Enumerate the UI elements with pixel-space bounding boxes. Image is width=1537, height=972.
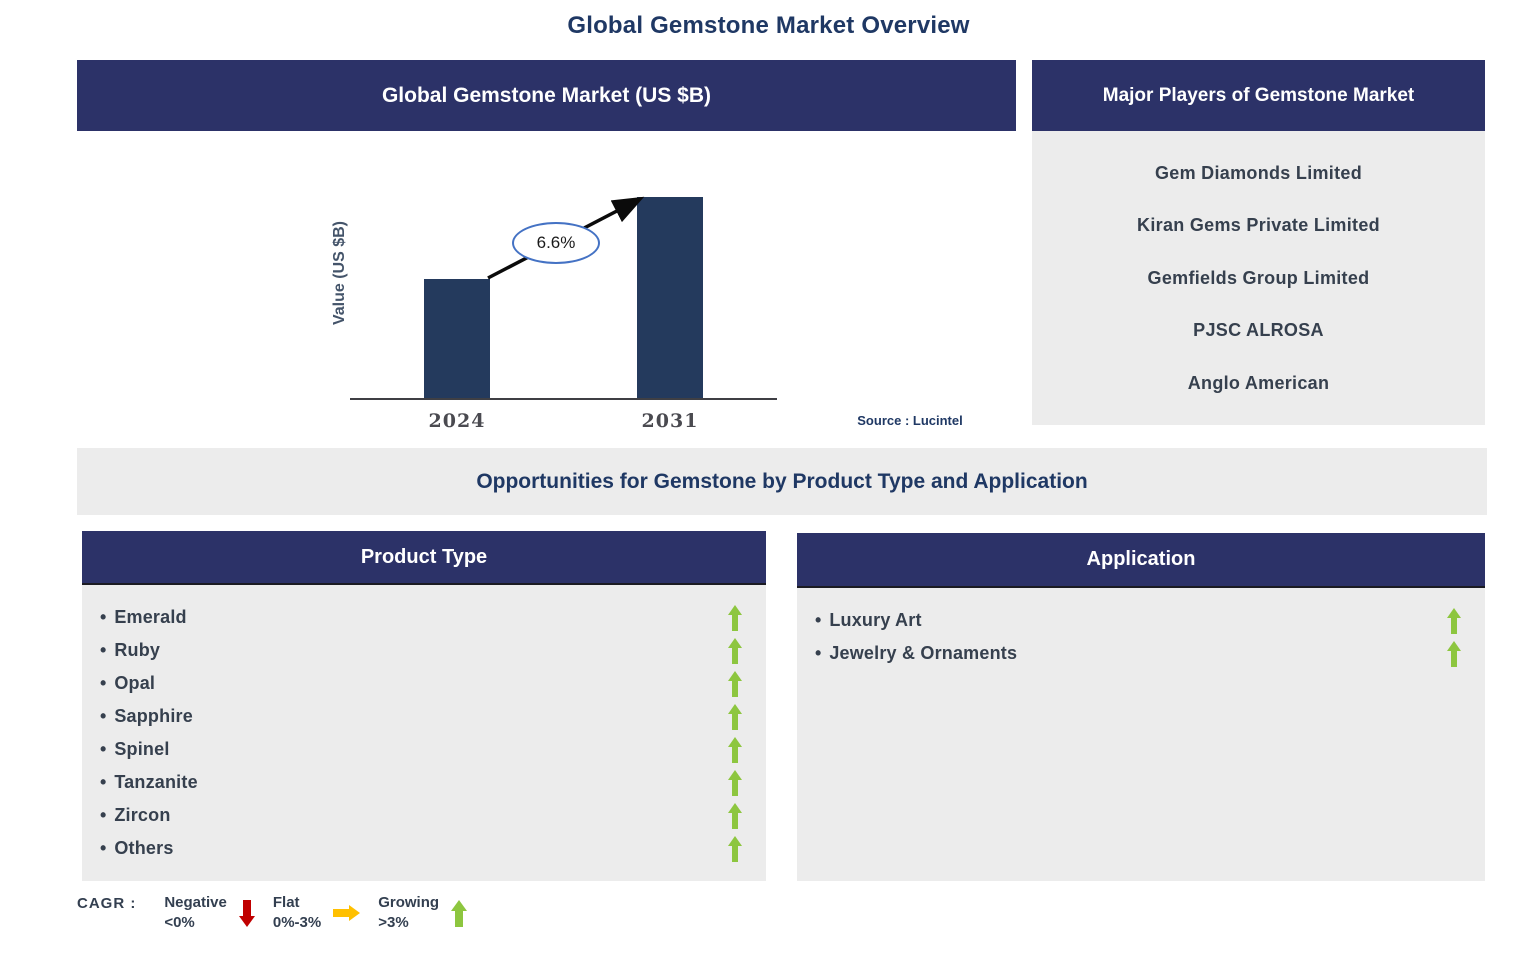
company-name: Gem Diamonds Limited (1154, 162, 1363, 183)
company-name: Gemfields Group Limited (1147, 267, 1370, 288)
bullet-icon: • (100, 838, 107, 858)
x-tick-2024: 2024 (428, 410, 486, 432)
product-type-label: Ruby (114, 640, 161, 660)
application-item: • Jewelry & Ornaments (815, 637, 1461, 670)
cagr-legend-entry: Flat 0%-3% (273, 893, 361, 933)
cagr-legend-text: Negative <0% (164, 893, 227, 933)
growing-up-arrow-icon (728, 703, 742, 730)
growing-up-arrow-icon (728, 736, 742, 763)
company-name: Anglo American (1187, 372, 1330, 393)
page-title: Global Gemstone Market Overview (567, 12, 970, 39)
cagr-value: 6.6% (536, 233, 576, 252)
growing-up-arrow-icon (728, 835, 742, 862)
cagr-arrow-icon (451, 899, 468, 927)
application-item: • Luxury Art (815, 604, 1461, 637)
cagr-annotation: 6.6% (512, 222, 600, 264)
cagr-legend-range: >3% (378, 914, 409, 931)
cagr-legend-range: 0%-3% (272, 914, 322, 931)
y-axis-label: Value (US $B) (331, 220, 348, 326)
product-type-item: • Emerald (100, 601, 742, 634)
cagr-legend-name: Negative (164, 894, 227, 911)
cagr-arrow-icon (333, 905, 361, 921)
cagr-arrow-icon (238, 899, 255, 927)
growing-up-arrow-icon (728, 637, 742, 664)
source-note: Source : Lucintel (857, 413, 963, 428)
application-panel-title: Application (1086, 548, 1196, 570)
cagr-legend-name: Flat (272, 894, 300, 911)
growing-up-arrow-icon (728, 670, 742, 697)
application-label: Luxury Art (829, 610, 922, 630)
application-list: • Luxury Art • Jewelry & Ornaments (797, 588, 1485, 881)
bullet-icon: • (100, 772, 107, 792)
product-type-panel-header: Product Type (82, 531, 766, 585)
bullet-icon: • (100, 706, 107, 726)
bullet-icon: • (100, 805, 107, 825)
product-type-item: • Spinel (100, 733, 742, 766)
cagr-legend-text: Flat 0%-3% (273, 893, 321, 933)
growing-up-arrow-icon (728, 802, 742, 829)
product-type-label: Opal (114, 673, 156, 693)
market-chart-panel-header: Global Gemstone Market (US $B) (77, 60, 1016, 131)
company-name: PJSC ALROSA (1193, 320, 1324, 340)
cagr-legend-entry: Growing >3% (378, 893, 468, 933)
market-chart-panel-title: Global Gemstone Market (US $B) (381, 83, 712, 107)
product-type-item: • Tanzanite (100, 766, 742, 799)
product-type-item: • Zircon (100, 799, 742, 832)
bullet-icon: • (100, 739, 107, 759)
bullet-icon: • (100, 640, 107, 660)
players-panel-header: Major Players of Gemstone Market (1032, 60, 1485, 131)
product-type-item: • Others (100, 832, 742, 865)
cagr-legend-entry: Negative <0% (164, 893, 255, 933)
cagr-legend-label: CAGR : (77, 895, 137, 912)
opportunities-band: Opportunities for Gemstone by Product Ty… (77, 448, 1487, 515)
product-type-item: • Sapphire (100, 700, 742, 733)
product-type-label: Tanzanite (114, 772, 198, 792)
growing-up-arrow-icon (728, 769, 742, 796)
cagr-legend-text: Growing >3% (378, 893, 439, 933)
product-type-panel-title: Product Type (360, 545, 488, 568)
bar-2031 (637, 197, 703, 398)
product-type-label: Zircon (114, 805, 171, 825)
product-type-item: • Opal (100, 667, 742, 700)
players-list: Gem Diamonds Limited Kiran Gems Private … (1032, 131, 1485, 425)
bar-2024 (424, 279, 490, 398)
product-type-list: • Emerald • Ruby • Opal • Sapphire • S (82, 585, 766, 881)
cagr-legend: CAGR : Negative <0% Flat 0%-3% (77, 893, 468, 933)
company-name: Kiran Gems Private Limited (1137, 215, 1380, 235)
players-panel-title: Major Players of Gemstone Market (1102, 84, 1415, 106)
product-type-label: Others (114, 838, 174, 858)
x-axis-line (350, 398, 777, 400)
product-type-item: • Ruby (100, 634, 742, 667)
application-panel-header: Application (797, 533, 1485, 588)
x-tick-2031: 2031 (641, 410, 699, 432)
product-type-label: Sapphire (114, 706, 193, 726)
bullet-icon: • (815, 643, 822, 663)
application-label: Jewelry & Ornaments (829, 643, 1018, 663)
bullet-icon: • (100, 673, 107, 693)
cagr-legend-range: <0% (164, 914, 195, 931)
product-type-label: Spinel (114, 739, 170, 759)
growing-up-arrow-icon (1447, 607, 1461, 634)
growing-up-arrow-icon (728, 604, 742, 631)
growing-up-arrow-icon (1447, 640, 1461, 667)
cagr-legend-name: Growing (378, 894, 440, 911)
bar-chart: Value (US $B) 6.6% 2024 2031 (300, 160, 1000, 440)
bullet-icon: • (100, 607, 107, 627)
bullet-icon: • (815, 610, 822, 630)
product-type-label: Emerald (114, 607, 187, 627)
cagr-legend-entries: Negative <0% Flat 0%-3% Growing >3% (164, 893, 468, 933)
